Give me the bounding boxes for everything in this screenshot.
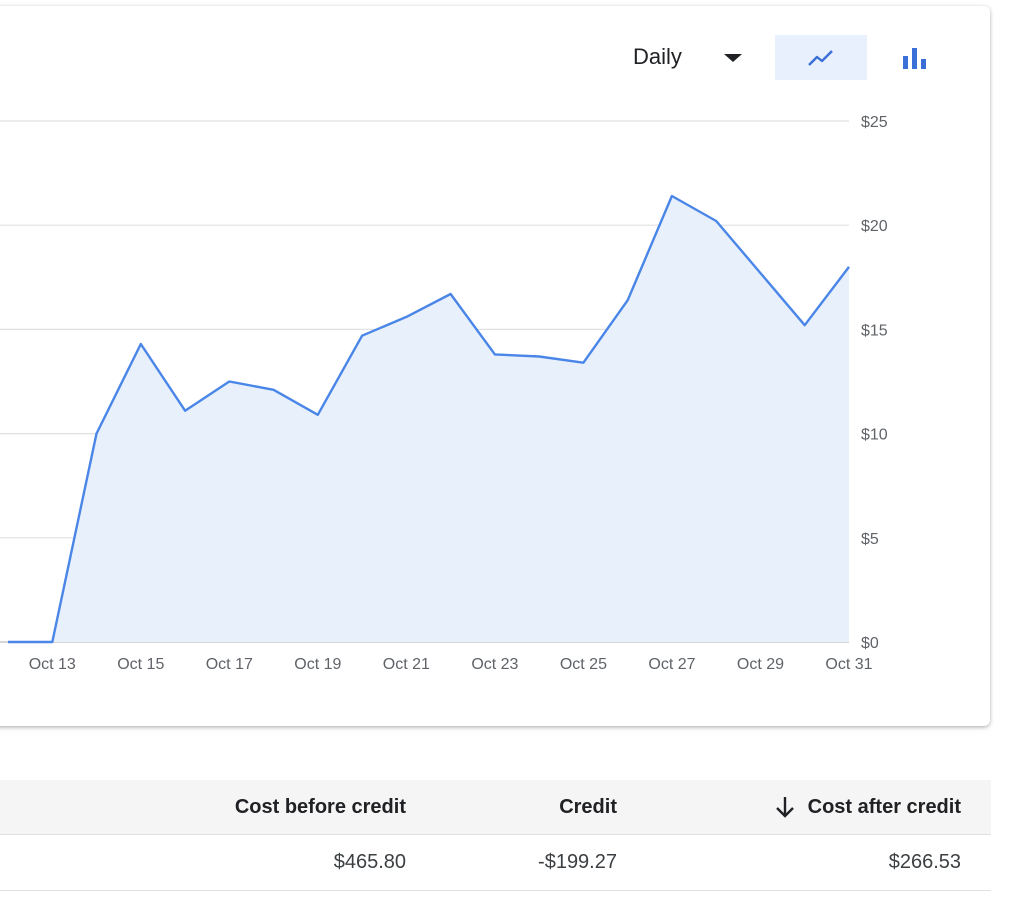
y-tick-label: $10 xyxy=(861,427,888,444)
y-tick-label: $15 xyxy=(861,322,888,339)
x-tick-label: Oct 23 xyxy=(471,656,518,673)
period-label: Daily xyxy=(633,44,682,69)
header-cost-after-label: Cost after credit xyxy=(807,795,961,818)
line-chart-icon xyxy=(808,49,833,66)
cell-cost-before-credit: $465.80 xyxy=(333,851,406,873)
table-header: Cost before credit Credit Cost after cre… xyxy=(0,780,991,835)
header-credit-label: Credit xyxy=(559,795,617,818)
x-tick-label: Oct 13 xyxy=(29,656,76,673)
table-row: $465.80 -$199.27 $266.53 xyxy=(0,835,991,891)
line-chart-toggle[interactable] xyxy=(775,35,867,80)
cell-cost-after-credit: $266.53 xyxy=(888,851,961,873)
y-tick-label: $0 xyxy=(861,635,879,652)
x-tick-label: Oct 15 xyxy=(117,656,164,673)
chevron-down-icon xyxy=(724,54,742,62)
x-tick-label: Oct 27 xyxy=(648,656,695,673)
y-tick-label: $20 xyxy=(861,218,888,235)
header-credit[interactable]: Credit xyxy=(559,780,617,834)
x-tick-label: Oct 21 xyxy=(383,656,430,673)
x-tick-label: Oct 31 xyxy=(825,656,872,673)
cell-credit: -$199.27 xyxy=(538,851,617,873)
bar-chart-toggle[interactable] xyxy=(869,35,961,80)
arrow-down-icon xyxy=(774,795,796,819)
y-tick-label: $25 xyxy=(861,114,888,131)
area-fill xyxy=(8,196,849,642)
x-tick-label: Oct 17 xyxy=(206,656,253,673)
chart-controls: Daily xyxy=(0,35,1024,81)
x-tick-label: Oct 19 xyxy=(294,656,341,673)
cost-table: Cost before credit Credit Cost after cre… xyxy=(0,780,991,891)
bar-chart-icon xyxy=(903,47,926,69)
header-cost-before-label: Cost before credit xyxy=(234,795,406,818)
period-dropdown[interactable]: Daily xyxy=(620,35,750,79)
header-cost-after-credit[interactable]: Cost after credit xyxy=(774,780,961,834)
y-tick-label: $5 xyxy=(861,531,879,548)
header-cost-before-credit[interactable]: Cost before credit xyxy=(235,780,406,834)
x-tick-label: Oct 25 xyxy=(560,656,607,673)
x-tick-label: Oct 29 xyxy=(737,656,784,673)
series-line xyxy=(8,194,850,644)
cost-trend-chart: $0 $5 $10 $15 $20 $25 Oct 13 Oct 15 Oct 17 Oct 1… xyxy=(0,114,888,673)
